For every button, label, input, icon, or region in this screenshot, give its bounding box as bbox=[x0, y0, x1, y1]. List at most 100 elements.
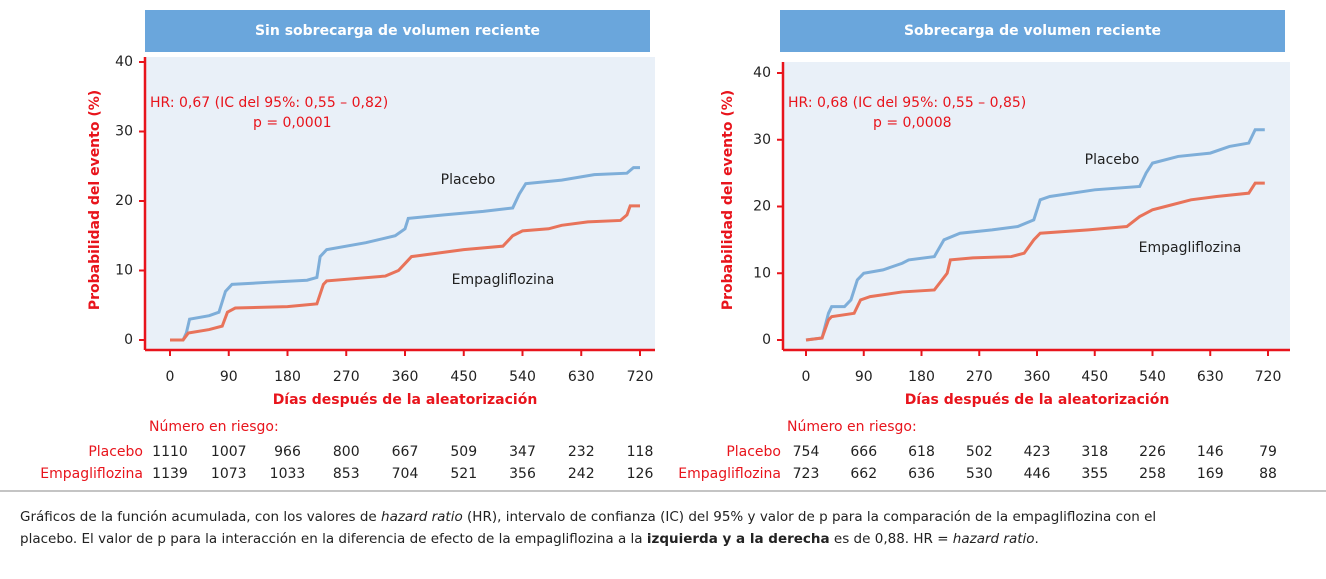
y-tick-label: 10 bbox=[115, 263, 133, 279]
series-line bbox=[805, 181, 1265, 342]
caption-text: izquierda y a la derecha bbox=[646, 531, 830, 547]
series-line bbox=[805, 128, 1265, 342]
series-label: Placebo bbox=[1085, 152, 1140, 168]
risk-value: 800 bbox=[333, 444, 360, 460]
risk-value: 1110 bbox=[152, 444, 188, 460]
risk-value: 226 bbox=[1139, 444, 1166, 460]
plot-background bbox=[783, 62, 1290, 350]
y-tick-label: 10 bbox=[753, 265, 771, 281]
x-tick-label: 540 bbox=[1139, 369, 1166, 385]
risk-value: 118 bbox=[627, 444, 654, 460]
risk-value: 232 bbox=[568, 444, 595, 460]
risk-value: 88 bbox=[1259, 466, 1277, 482]
caption-text: hazard ratio bbox=[952, 531, 1035, 547]
x-tick-label: 180 bbox=[274, 369, 301, 385]
risk-value: 502 bbox=[966, 444, 993, 460]
y-tick-label: 40 bbox=[115, 54, 133, 70]
risk-value: 666 bbox=[850, 444, 877, 460]
risk-value: 242 bbox=[568, 466, 595, 482]
series-line bbox=[170, 166, 640, 342]
risk-value: 754 bbox=[793, 444, 820, 460]
x-tick-label: 450 bbox=[1081, 369, 1108, 385]
y-axis-label: Probabilidad del evento (%) bbox=[720, 90, 736, 310]
title-bar bbox=[145, 10, 650, 52]
x-tick-label: 630 bbox=[1197, 369, 1224, 385]
risk-title: Número en riesgo: bbox=[787, 419, 917, 435]
annotation: p = 0,0001 bbox=[253, 115, 332, 131]
risk-value: 446 bbox=[1024, 466, 1051, 482]
caption-text: placebo. El valor de p para la interacci… bbox=[20, 531, 647, 547]
y-tick-label: 20 bbox=[753, 199, 771, 215]
x-tick-label: 270 bbox=[333, 369, 360, 385]
figure: Sin sobrecarga de volumen reciente 0 10 20 3… bbox=[0, 10, 1326, 492]
risk-value: 704 bbox=[392, 466, 419, 482]
risk-value: 347 bbox=[509, 444, 536, 460]
x-axis-label: Días después de la aleatorización bbox=[905, 392, 1170, 408]
x-axis-label: Días después de la aleatorización bbox=[273, 392, 538, 408]
x-tick-label: 630 bbox=[568, 369, 595, 385]
annotation: p = 0,0008 bbox=[873, 115, 952, 131]
caption: Gráficos de la función acumulada, con lo… bbox=[20, 506, 1310, 550]
risk-row-label: Empagliflozina bbox=[678, 466, 781, 482]
y-tick-label: 30 bbox=[115, 124, 133, 140]
x-tick-label: 90 bbox=[855, 369, 873, 385]
risk-value: 1073 bbox=[211, 466, 247, 482]
risk-value: 618 bbox=[908, 444, 935, 460]
x-tick-label: 180 bbox=[908, 369, 935, 385]
x-tick-label: 450 bbox=[450, 369, 477, 385]
risk-value: 356 bbox=[509, 466, 536, 482]
risk-value: 1033 bbox=[270, 466, 306, 482]
y-axis-label: Probabilidad del evento (%) bbox=[87, 90, 103, 310]
caption-text: . bbox=[1034, 531, 1039, 547]
series-label: Empagliflozina bbox=[452, 272, 555, 288]
caption-text: es de 0,88. HR = bbox=[829, 531, 953, 547]
title-bar bbox=[780, 10, 1285, 52]
x-tick-label: 720 bbox=[627, 369, 654, 385]
y-tick-label: 0 bbox=[762, 332, 771, 348]
y-tick-label: 0 bbox=[124, 332, 133, 348]
risk-value: 667 bbox=[392, 444, 419, 460]
risk-value: 662 bbox=[850, 466, 877, 482]
x-tick-label: 360 bbox=[1024, 369, 1051, 385]
caption-text: (HR), intervalo de confianza (IC) del 95… bbox=[462, 509, 1157, 525]
risk-value: 1139 bbox=[152, 466, 188, 482]
risk-value: 530 bbox=[966, 466, 993, 482]
x-tick-label: 540 bbox=[509, 369, 536, 385]
annotation: HR: 0,68 (IC del 95%: 0,55 – 0,85) bbox=[788, 95, 1026, 111]
x-tick-label: 720 bbox=[1255, 369, 1282, 385]
y-tick-label: 40 bbox=[753, 65, 771, 81]
risk-value: 521 bbox=[450, 466, 477, 482]
risk-title: Número en riesgo: bbox=[149, 419, 279, 435]
x-tick-label: 0 bbox=[166, 369, 175, 385]
risk-value: 509 bbox=[450, 444, 477, 460]
y-tick-label: 20 bbox=[115, 193, 133, 209]
risk-value: 146 bbox=[1197, 444, 1224, 460]
chart-title: Sin sobrecarga de volumen reciente bbox=[255, 23, 540, 39]
risk-value: 853 bbox=[333, 466, 360, 482]
x-tick-label: 90 bbox=[220, 369, 238, 385]
risk-value: 966 bbox=[274, 444, 301, 460]
risk-value: 318 bbox=[1081, 444, 1108, 460]
caption-text: hazard ratio bbox=[381, 509, 463, 525]
x-tick-label: 360 bbox=[392, 369, 419, 385]
risk-value: 723 bbox=[793, 466, 820, 482]
risk-row-label: Empagliflozina bbox=[40, 466, 143, 482]
series-label: Placebo bbox=[441, 172, 496, 188]
y-tick-label: 30 bbox=[753, 132, 771, 148]
risk-value: 79 bbox=[1259, 444, 1277, 460]
risk-row-label: Placebo bbox=[726, 444, 781, 460]
caption-text: Gráficos de la función acumulada, con lo… bbox=[20, 509, 382, 525]
series-line bbox=[170, 204, 640, 342]
series-label: Empagliflozina bbox=[1139, 240, 1242, 256]
annotation: HR: 0,67 (IC del 95%: 0,55 – 0,82) bbox=[150, 95, 388, 111]
risk-value: 1007 bbox=[211, 444, 247, 460]
chart-title: Sobrecarga de volumen reciente bbox=[904, 23, 1161, 39]
risk-value: 355 bbox=[1081, 466, 1108, 482]
risk-value: 126 bbox=[627, 466, 654, 482]
plot-background bbox=[145, 57, 655, 350]
risk-row-label: Placebo bbox=[88, 444, 143, 460]
x-tick-label: 270 bbox=[966, 369, 993, 385]
risk-value: 169 bbox=[1197, 466, 1224, 482]
x-tick-label: 0 bbox=[802, 369, 811, 385]
